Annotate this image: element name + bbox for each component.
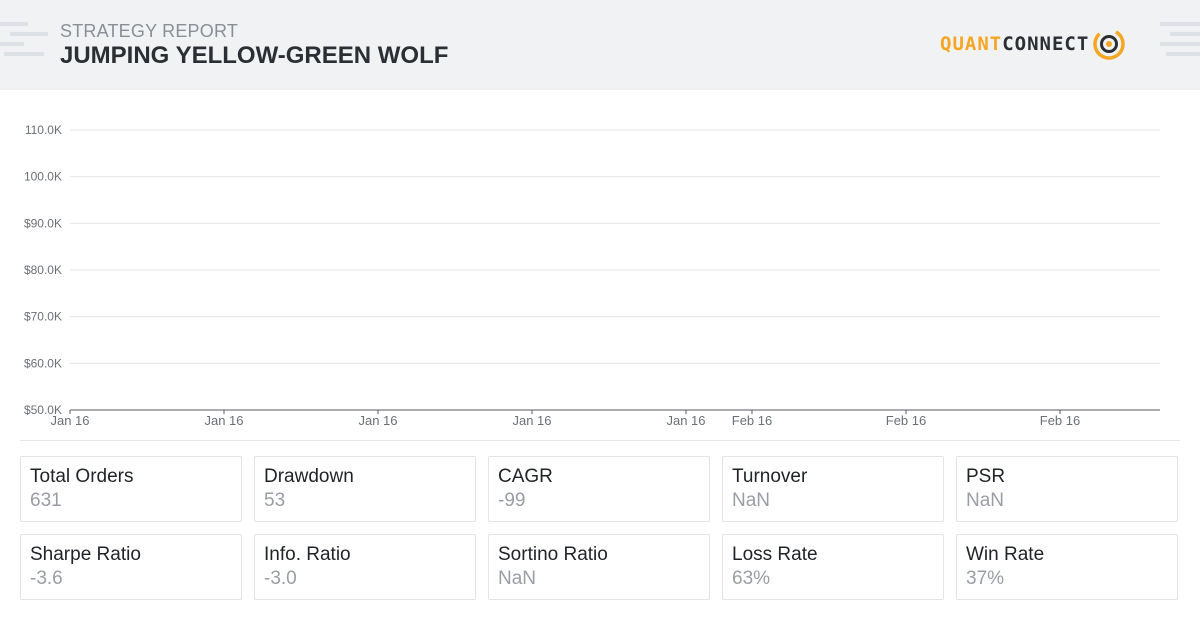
- stat-card: Turnover NaN: [722, 456, 944, 522]
- stat-label: CAGR: [498, 466, 553, 487]
- x-tick-label: Jan 16: [666, 413, 705, 428]
- stat-value: 37%: [966, 568, 1005, 589]
- stat-value: -99: [498, 490, 526, 511]
- stat-card: PSR NaN: [956, 456, 1178, 522]
- stat-label: Sharpe Ratio: [30, 544, 141, 565]
- equity-chart: 110.0K 100.0K $90.0K $80.0K $70.0K $60.0K $50.…: [0, 90, 1200, 440]
- stat-value: 631: [30, 490, 62, 511]
- header-decoration-left: [0, 22, 48, 62]
- logo-text-quant: QUANT: [940, 33, 1003, 55]
- stat-label: Drawdown: [264, 466, 354, 487]
- stat-card: Total Orders 631: [20, 456, 242, 522]
- stat-label: Win Rate: [966, 544, 1045, 565]
- y-tick-label: $50.0K: [24, 403, 62, 417]
- x-tick-label: Feb 16: [886, 413, 926, 428]
- y-tick-label: $70.0K: [24, 310, 62, 324]
- report-title: JUMPING YELLOW-GREEN WOLF: [60, 42, 449, 69]
- stat-card: CAGR -99: [488, 456, 710, 522]
- y-tick-label: $80.0K: [24, 263, 62, 277]
- report-subtitle: STRATEGY REPORT: [60, 21, 239, 41]
- stat-label: Loss Rate: [732, 544, 818, 565]
- title-block: STRATEGY REPORT JUMPING YELLOW-GREEN WOL…: [60, 20, 448, 70]
- stat-value: NaN: [966, 490, 1005, 511]
- header-decoration-right: [1160, 22, 1200, 62]
- equity-chart-svg: 110.0K 100.0K $90.0K $80.0K $70.0K $60.0K $50.…: [24, 123, 1160, 428]
- stat-card: Sortino Ratio NaN: [488, 534, 710, 600]
- x-tick-label: Feb 16: [1040, 413, 1080, 428]
- x-tick-label: Feb 16: [732, 413, 772, 428]
- stat-label: Total Orders: [30, 466, 134, 487]
- stat-value: NaN: [732, 490, 771, 511]
- x-tick-label: Jan 16: [50, 413, 89, 428]
- quantconnect-logo-icon: [1093, 28, 1126, 60]
- report-header: STRATEGY REPORT JUMPING YELLOW-GREEN WOL…: [0, 0, 1200, 90]
- stat-card: Drawdown 53: [254, 456, 476, 522]
- stat-card: Loss Rate 63%: [722, 534, 944, 600]
- y-tick-label: $60.0K: [24, 356, 62, 370]
- y-tick-label: 100.0K: [24, 170, 62, 184]
- x-tick-label: Jan 16: [512, 413, 551, 428]
- quantconnect-logo: QUANTCONNECT: [940, 24, 1126, 64]
- stat-label: Info. Ratio: [264, 544, 351, 565]
- stat-card: Sharpe Ratio -3.6: [20, 534, 242, 600]
- stat-card: Win Rate 37%: [956, 534, 1178, 600]
- x-tick-label: Jan 16: [204, 413, 243, 428]
- y-tick-label: $90.0K: [24, 216, 62, 230]
- stat-value: 53: [264, 490, 286, 511]
- stat-card: Info. Ratio -3.0: [254, 534, 476, 600]
- logo-text: QUANTCONNECT: [940, 33, 1089, 55]
- stat-value: -3.6: [30, 568, 63, 589]
- stat-label: Sortino Ratio: [498, 544, 608, 565]
- stat-value: 63%: [732, 568, 771, 589]
- logo-text-connect: CONNECT: [1002, 33, 1090, 55]
- y-tick-label: 110.0K: [25, 123, 62, 137]
- stat-label: PSR: [966, 466, 1006, 487]
- stat-value: -3.0: [264, 568, 297, 589]
- divider: [20, 440, 1180, 441]
- stat-label: Turnover: [732, 466, 808, 487]
- x-tick-label: Jan 16: [358, 413, 397, 428]
- stat-value: NaN: [498, 568, 537, 589]
